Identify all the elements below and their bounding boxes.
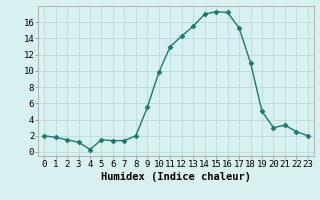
X-axis label: Humidex (Indice chaleur): Humidex (Indice chaleur): [101, 172, 251, 182]
